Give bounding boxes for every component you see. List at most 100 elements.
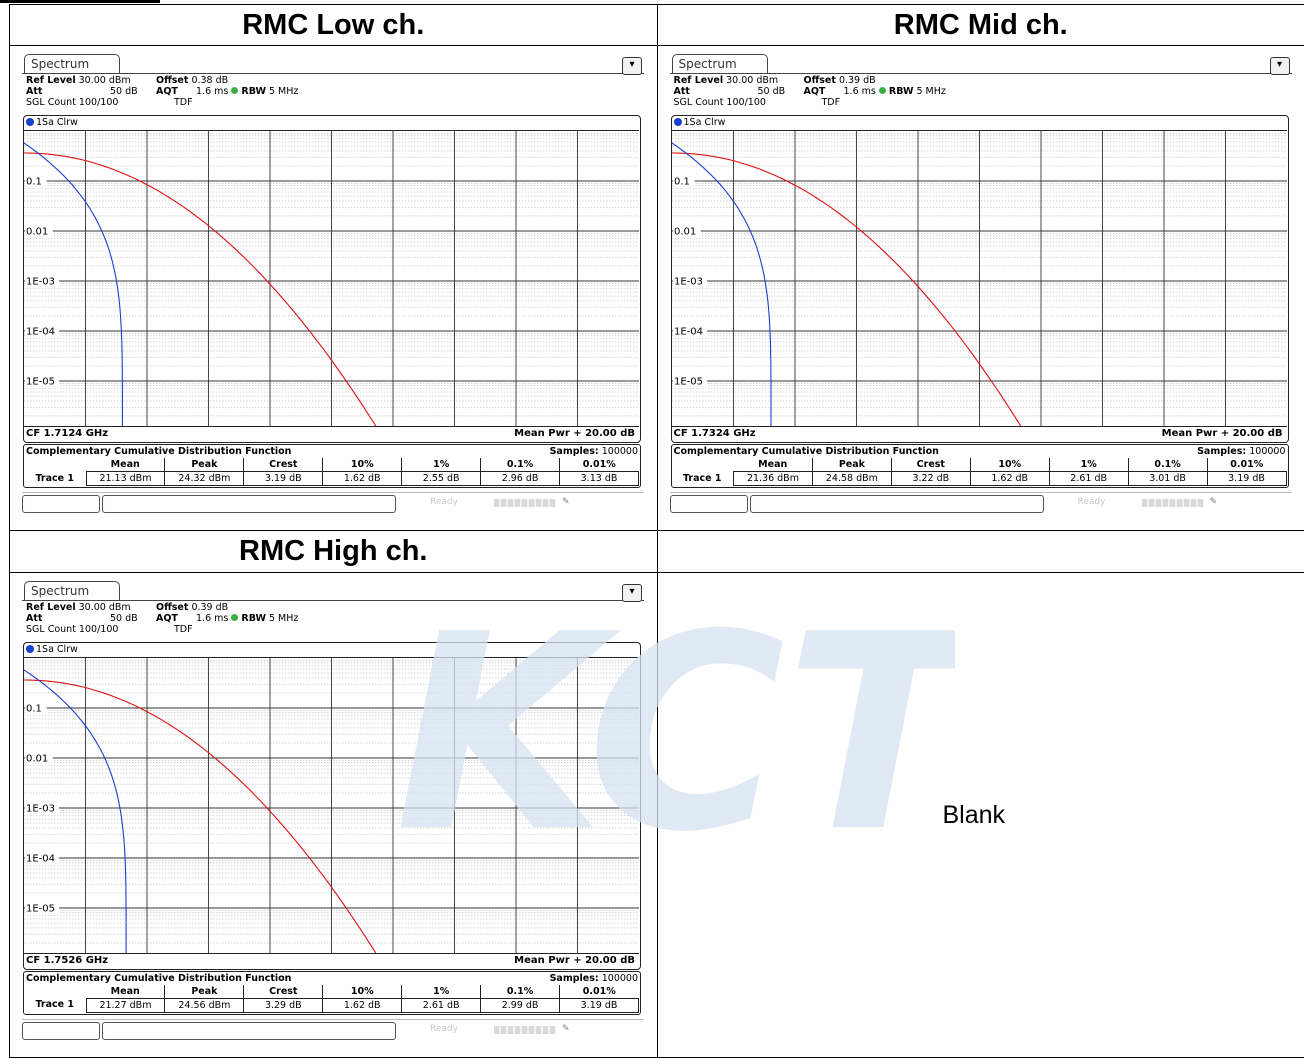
- table-corner: [24, 985, 86, 999]
- spectrum-tab[interactable]: Spectrum: [24, 54, 120, 74]
- spectrum-tab[interactable]: Spectrum: [24, 580, 120, 600]
- spectrum-tab-label: Spectrum: [31, 57, 90, 72]
- table-cell: 1.62 dB: [322, 471, 403, 487]
- tdf-label: TDF: [174, 623, 193, 635]
- table-cell: 24.56 dBm: [164, 998, 245, 1013]
- ccdf-result-table: Complementary Cumulative Distribution Fu…: [23, 444, 641, 489]
- table-cell: 2.99 dB: [480, 998, 561, 1013]
- status-message-field[interactable]: [749, 495, 1044, 514]
- y-tick-label-bg: [25, 324, 59, 337]
- status-text: Ready: [1077, 497, 1106, 508]
- aqt-label: AQT: [803, 86, 826, 98]
- row-label: Trace 1: [24, 471, 87, 486]
- samples-value: 100000: [601, 972, 638, 984]
- y-tick-label-bg: [25, 800, 59, 813]
- ccdf-values-table: Mean Peak Crest 10% 1% 0.1% 0.01% Trace 1 21.13…: [24, 458, 639, 487]
- center-frequency: CF 1.7124 GHz: [26, 428, 109, 440]
- row-label: Trace 1: [24, 998, 87, 1013]
- spectrum-tab[interactable]: Spectrum: [671, 54, 768, 74]
- att-label: Att: [673, 86, 690, 98]
- ccdf-plot: 1Sa Clrw 0.1 0.01 1E-03 1E-04 1E-05 CF 1.732…: [670, 115, 1289, 444]
- column-header: Crest: [891, 458, 971, 473]
- ccdf-title: Complementary Cumulative Distribution Fu…: [26, 446, 292, 458]
- mean-power-scale: Mean Pwr + 20.00 dB: [514, 954, 635, 966]
- status-text: Ready: [430, 1023, 458, 1034]
- status-field-left[interactable]: [22, 495, 100, 514]
- table-cell: 3.13 dB: [559, 471, 639, 487]
- major-gridlines: [671, 131, 1287, 427]
- column-header: 10%: [322, 984, 403, 999]
- status-field-left[interactable]: [22, 1021, 100, 1040]
- measurement-parameters: Ref Level 30.00 dBm Offset 0.38 dB Att 5…: [26, 75, 626, 115]
- mean-power-scale: Mean Pwr + 20.00 dB: [1161, 428, 1283, 440]
- column-header: Mean: [86, 984, 166, 999]
- samples-label: Samples:: [549, 446, 599, 458]
- table-cell: 2.55 dB: [401, 471, 482, 487]
- ref-level-value: 30.00 dBm: [78, 75, 131, 87]
- y-tick-label: 0.01: [26, 227, 48, 238]
- aqt-label: AQT: [156, 612, 178, 624]
- progress-indicator: [494, 499, 556, 508]
- measured-ccdf-trace: [24, 142, 123, 427]
- ccdf-values-table: Mean Peak Crest 10% 1% 0.1% 0.01% Trace 1 21.27…: [24, 984, 639, 1013]
- att-value: 50 dB: [110, 612, 138, 624]
- trace-label: 1Sa Clrw: [673, 116, 725, 130]
- y-tick-label: 1E-05: [26, 903, 55, 914]
- y-tick-label-bg: [25, 374, 59, 387]
- rbw-value: 5 MHz: [268, 86, 299, 98]
- samples-label: Samples:: [1197, 446, 1247, 458]
- results-table: RMC Low ch. RMC Mid ch. Spectrum ▾ Ref L…: [9, 3, 1304, 1058]
- display-config-icon[interactable]: ▾: [1269, 57, 1290, 76]
- plot-footer: CF 1.7324 GHz Mean Pwr + 20.00 dB: [671, 426, 1287, 441]
- y-tick-label-bg: [25, 274, 59, 287]
- status-bar: Ready ✎: [22, 492, 644, 514]
- column-header: Crest: [243, 458, 324, 473]
- status-message-field[interactable]: [102, 495, 396, 514]
- column-header: Crest: [243, 984, 324, 999]
- gaussian-reference-trace: [24, 678, 377, 953]
- tab-divider: [22, 73, 644, 75]
- att-value: 50 dB: [110, 86, 138, 98]
- status-message-field[interactable]: [102, 1021, 396, 1040]
- tab-divider: [669, 73, 1292, 75]
- measured-ccdf-trace: [24, 669, 127, 953]
- blank-label: Blank: [942, 800, 1006, 829]
- display-config-icon[interactable]: ▾: [622, 583, 642, 602]
- measurement-parameters: Ref Level 30.00 dBm Offset 0.39 dB Att 5…: [674, 75, 1274, 115]
- trace-dot-icon: [26, 644, 34, 653]
- ccdf-plot: 1Sa Clrw 0.1 0.01 1E-03 1E-04 1E-05 CF 1.712…: [23, 115, 641, 444]
- rbw-value: 5 MHz: [268, 612, 299, 624]
- header-empty: [656, 530, 1304, 573]
- samples-count: Samples: 100000: [550, 445, 638, 458]
- samples-count: Samples: 100000: [1197, 445, 1285, 458]
- aqt-value: 1.6 ms: [196, 612, 229, 624]
- table-cell: 3.22 dB: [891, 471, 971, 487]
- y-tick-label: 1E-04: [674, 327, 703, 338]
- y-tick-label-bg: [25, 750, 53, 763]
- y-tick-label-bg: [672, 174, 695, 187]
- table-cell: 2.96 dB: [480, 471, 561, 487]
- samples-label: Samples:: [549, 972, 599, 984]
- trace-label-divider: [24, 130, 639, 132]
- trace-label: 1Sa Clrw: [26, 643, 78, 657]
- rbw-value: 5 MHz: [916, 86, 946, 98]
- measurement-parameters: Ref Level 30.00 dBm Offset 0.39 dB Att 5…: [26, 602, 626, 642]
- pen-icon: ✎: [562, 1023, 570, 1034]
- center-frequency: CF 1.7526 GHz: [26, 954, 109, 966]
- table-cell: 3.19 dB: [243, 471, 324, 487]
- y-tick-label-bg: [672, 224, 701, 237]
- sgl-count: SGL Count 100/100: [26, 623, 119, 635]
- column-header: 0.01%: [1207, 458, 1286, 473]
- ccdf-values-table: Mean Peak Crest 10% 1% 0.1% 0.01% Trace 1 21.36…: [671, 458, 1287, 487]
- table-cell: 1.62 dB: [322, 998, 403, 1013]
- ccdf-plot: 1Sa Clrw 0.1 0.01 1E-03 1E-04 1E-05 CF 1.752…: [23, 641, 641, 970]
- sgl-count: SGL Count 100/100: [26, 97, 119, 109]
- table-cell: 3.19 dB: [1207, 471, 1287, 487]
- column-header: 1%: [401, 458, 482, 473]
- att-value: 50 dB: [757, 86, 786, 98]
- column-header: 10%: [322, 458, 403, 473]
- status-field-left[interactable]: [669, 495, 748, 514]
- samples-value: 100000: [1249, 446, 1286, 458]
- ccdf-title: Complementary Cumulative Distribution Fu…: [673, 446, 939, 458]
- display-config-icon[interactable]: ▾: [622, 57, 642, 76]
